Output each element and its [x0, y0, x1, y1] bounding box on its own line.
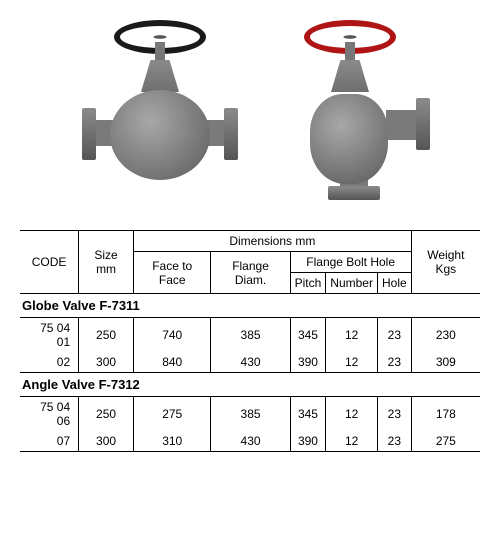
cell-code: 02: [20, 352, 79, 373]
cell-flange: 430: [211, 431, 290, 452]
cell-flange: 430: [211, 352, 290, 373]
cell-hole: 23: [377, 431, 411, 452]
cell-hole: 23: [377, 318, 411, 353]
angle-valve-image: [270, 20, 430, 200]
col-size: Size mm: [79, 231, 134, 294]
cell-pitch: 390: [290, 431, 326, 452]
col-weight: Weight Kgs: [411, 231, 480, 294]
cell-face: 840: [133, 352, 210, 373]
col-face: Face to Face: [133, 252, 210, 294]
cell-size: 250: [79, 397, 134, 432]
cell-face: 310: [133, 431, 210, 452]
cell-flange: 385: [211, 318, 290, 353]
cell-face: 740: [133, 318, 210, 353]
col-code: CODE: [20, 231, 79, 294]
cell-weight: 178: [411, 397, 480, 432]
cell-size: 300: [79, 352, 134, 373]
cell-code: 75 04 06: [20, 397, 79, 432]
cell-pitch: 390: [290, 352, 326, 373]
cell-hole: 23: [377, 352, 411, 373]
col-dimensions: Dimensions mm: [133, 231, 411, 252]
col-number: Number: [326, 273, 378, 294]
cell-number: 12: [326, 352, 378, 373]
col-pitch: Pitch: [290, 273, 326, 294]
table-row: 073003104303901223275: [20, 431, 480, 452]
product-images: [20, 20, 480, 200]
table-row: 75 04 012507403853451223230: [20, 318, 480, 353]
section-title: Globe Valve F-7311: [20, 294, 480, 318]
table-row: 023008404303901223309: [20, 352, 480, 373]
globe-valve-image: [80, 20, 240, 200]
cell-weight: 275: [411, 431, 480, 452]
col-flange-diam: Flange Diam.: [211, 252, 290, 294]
cell-weight: 230: [411, 318, 480, 353]
cell-code: 07: [20, 431, 79, 452]
cell-size: 300: [79, 431, 134, 452]
section-title: Angle Valve F-7312: [20, 373, 480, 397]
cell-flange: 385: [211, 397, 290, 432]
cell-number: 12: [326, 397, 378, 432]
cell-weight: 309: [411, 352, 480, 373]
cell-code: 75 04 01: [20, 318, 79, 353]
cell-number: 12: [326, 318, 378, 353]
cell-face: 275: [133, 397, 210, 432]
cell-pitch: 345: [290, 397, 326, 432]
cell-pitch: 345: [290, 318, 326, 353]
cell-number: 12: [326, 431, 378, 452]
spec-table: CODE Size mm Dimensions mm Weight Kgs Fa…: [20, 230, 480, 452]
col-hole: Hole: [377, 273, 411, 294]
cell-hole: 23: [377, 397, 411, 432]
cell-size: 250: [79, 318, 134, 353]
table-row: 75 04 062502753853451223178: [20, 397, 480, 432]
col-bolt-hole: Flange Bolt Hole: [290, 252, 411, 273]
